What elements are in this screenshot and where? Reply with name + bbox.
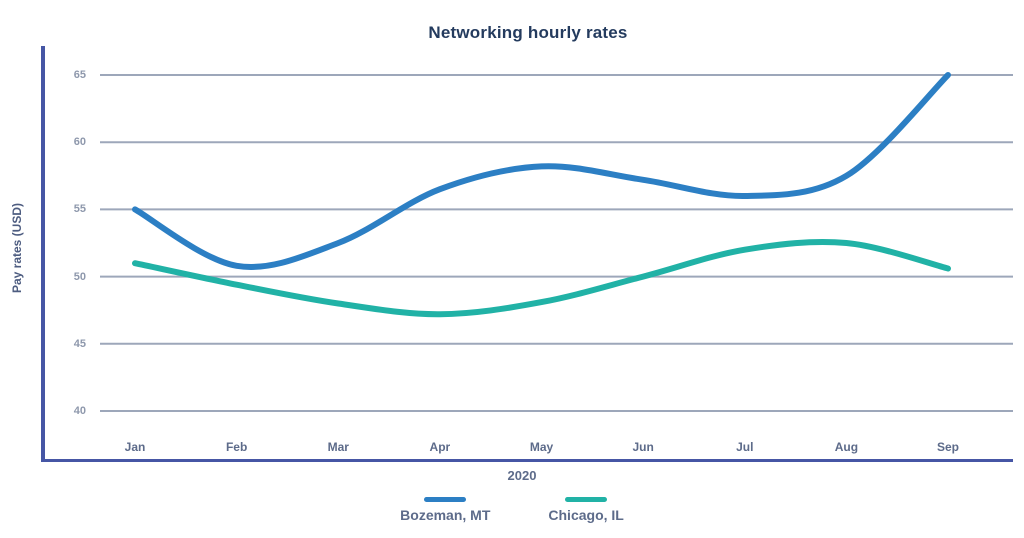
y-tick-label: 45 [73,337,86,350]
legend-item-chicago[interactable]: Chicago, IL [548,497,624,523]
x-tick-label: Mar [327,440,349,454]
legend-label-bozeman: Bozeman, MT [400,507,491,523]
x-tick-label: Sep [936,440,959,454]
y-tick-label: 50 [73,270,86,283]
x-axis-title: 2020 [507,468,537,483]
legend-swatch-bozeman [424,497,467,502]
y-tick-label: 40 [73,405,86,417]
legend-label-chicago: Chicago, IL [548,507,624,523]
chart-title: Networking hourly rates [428,23,628,42]
x-tick-label: Jul [736,440,754,454]
y-tick-label: 65 [73,69,86,81]
legend-item-bozeman[interactable]: Bozeman, MT [400,497,490,523]
x-tick-label: Feb [225,440,248,454]
series-line-1 [132,238,951,318]
x-tick-label: May [529,440,554,454]
series-line-0 [132,72,951,270]
legend: Bozeman, MT Chicago, IL [0,497,1024,523]
x-tick-label: Aug [834,440,859,454]
x-tick-label: Apr [429,440,451,454]
x-tick-label: Jun [632,440,654,454]
y-tick-label: 55 [73,203,86,216]
y-tick-label: 60 [73,136,86,149]
legend-swatch-chicago [565,497,608,502]
x-tick-label: Jan [124,440,146,454]
